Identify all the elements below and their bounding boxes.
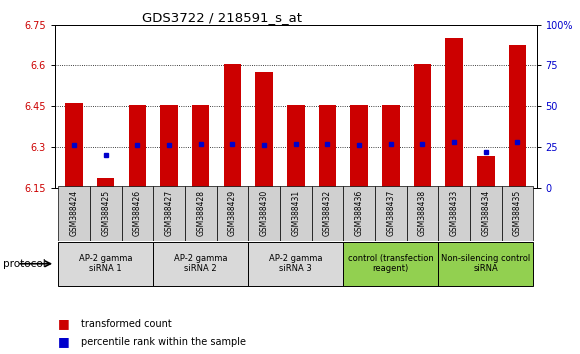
Bar bbox=[375, 186, 407, 241]
Bar bbox=[58, 242, 153, 286]
Text: GSM388430: GSM388430 bbox=[260, 190, 269, 236]
Bar bbox=[414, 64, 431, 188]
Bar bbox=[153, 186, 185, 241]
Text: ■: ■ bbox=[58, 318, 70, 330]
Text: AP-2 gamma
siRNA 3: AP-2 gamma siRNA 3 bbox=[269, 254, 322, 273]
Bar bbox=[185, 186, 216, 241]
Bar bbox=[255, 72, 273, 188]
Bar bbox=[192, 105, 209, 188]
Text: ■: ■ bbox=[58, 335, 70, 348]
Text: AP-2 gamma
siRNA 2: AP-2 gamma siRNA 2 bbox=[174, 254, 227, 273]
Text: GSM388437: GSM388437 bbox=[386, 190, 396, 236]
Bar bbox=[343, 242, 438, 286]
Bar bbox=[129, 105, 146, 188]
Bar bbox=[280, 186, 311, 241]
Bar bbox=[248, 242, 343, 286]
Text: AP-2 gamma
siRNA 1: AP-2 gamma siRNA 1 bbox=[79, 254, 132, 273]
Text: GSM388436: GSM388436 bbox=[354, 190, 364, 236]
Bar bbox=[509, 45, 526, 188]
Bar bbox=[343, 186, 375, 241]
Text: GSM388431: GSM388431 bbox=[291, 190, 300, 236]
Bar bbox=[438, 242, 534, 286]
Bar bbox=[350, 105, 368, 188]
Text: GSM388438: GSM388438 bbox=[418, 190, 427, 236]
Text: transformed count: transformed count bbox=[81, 319, 172, 329]
Text: GDS3722 / 218591_s_at: GDS3722 / 218591_s_at bbox=[142, 11, 302, 24]
Text: control (transfection
reagent): control (transfection reagent) bbox=[348, 254, 434, 273]
Text: GSM388435: GSM388435 bbox=[513, 190, 522, 236]
Text: GSM388429: GSM388429 bbox=[228, 190, 237, 236]
Bar bbox=[477, 156, 495, 188]
Bar bbox=[438, 186, 470, 241]
Bar bbox=[224, 64, 241, 188]
Bar bbox=[382, 105, 400, 188]
Bar bbox=[161, 105, 178, 188]
Bar bbox=[502, 186, 534, 241]
Bar bbox=[216, 186, 248, 241]
Bar bbox=[97, 178, 114, 188]
Text: GSM388426: GSM388426 bbox=[133, 190, 142, 236]
Bar bbox=[248, 186, 280, 241]
Text: GSM388425: GSM388425 bbox=[102, 190, 110, 236]
Text: GSM388428: GSM388428 bbox=[196, 190, 205, 236]
Bar bbox=[445, 38, 463, 188]
Text: GSM388432: GSM388432 bbox=[323, 190, 332, 236]
Text: protocol: protocol bbox=[3, 259, 46, 269]
Bar bbox=[287, 105, 305, 188]
Bar bbox=[66, 103, 83, 188]
Text: Non-silencing control
siRNA: Non-silencing control siRNA bbox=[441, 254, 531, 273]
Bar bbox=[319, 105, 336, 188]
Text: percentile rank within the sample: percentile rank within the sample bbox=[81, 337, 246, 347]
Bar bbox=[122, 186, 153, 241]
Text: GSM388427: GSM388427 bbox=[165, 190, 173, 236]
Text: GSM388433: GSM388433 bbox=[450, 190, 459, 236]
Bar bbox=[153, 242, 248, 286]
Bar bbox=[407, 186, 438, 241]
Bar bbox=[470, 186, 502, 241]
Text: GSM388434: GSM388434 bbox=[481, 190, 490, 236]
Text: GSM388424: GSM388424 bbox=[70, 190, 79, 236]
Bar bbox=[58, 186, 90, 241]
Bar bbox=[90, 186, 122, 241]
Bar bbox=[311, 186, 343, 241]
